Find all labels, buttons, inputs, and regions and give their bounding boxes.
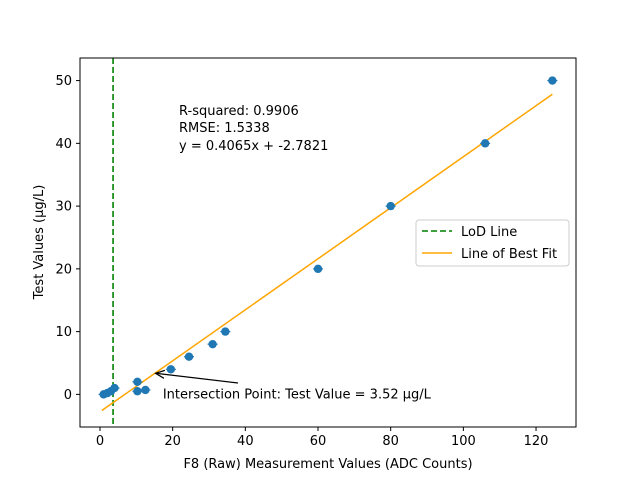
x-axis-label: F8 (Raw) Measurement Values (ADC Counts) (183, 457, 472, 472)
legend-fit-label: Line of Best Fit (461, 247, 557, 262)
x-tick-label: 0 (96, 434, 104, 449)
data-point (133, 387, 142, 396)
y-tick-label: 20 (55, 262, 72, 277)
legend-box (415, 219, 570, 267)
legend: LoD Line Line of Best Fit (415, 219, 570, 267)
best-fit-line (101, 93, 553, 412)
r-squared-text: R-squared: 0.9906 (179, 104, 299, 119)
data-point (141, 385, 150, 395)
x-tick-label: 120 (524, 434, 549, 449)
data-point (184, 352, 194, 361)
y-tick-label: 0 (64, 388, 72, 403)
data-point (480, 139, 490, 148)
y-tick-label: 50 (55, 74, 72, 89)
y-axis-label: Test Values (µg/L) (32, 185, 47, 301)
data-point (313, 264, 323, 274)
x-tick-label: 100 (451, 434, 476, 449)
data-point (386, 201, 395, 211)
rmse-text: RMSE: 1.5338 (179, 121, 270, 136)
x-tick-label: 40 (237, 434, 254, 449)
y-tick-label: 10 (55, 325, 72, 340)
x-tick-label: 80 (382, 434, 399, 449)
data-point (221, 327, 230, 336)
y-tick-label: 30 (55, 200, 72, 215)
equation-text: y = 0.4065x + -2.7821 (179, 139, 328, 154)
intersection-text: Intersection Point: Test Value = 3.52 µg… (163, 387, 432, 402)
data-point (110, 383, 119, 393)
legend-lod-label: LoD Line (461, 225, 517, 240)
x-tick-label: 20 (164, 434, 181, 449)
axes-frame (79, 57, 577, 428)
data-point (208, 339, 217, 349)
intersection-arrow (155, 373, 239, 384)
x-tick-label: 60 (310, 434, 327, 449)
data-point (133, 377, 142, 387)
data-point (548, 76, 557, 85)
y-tick-label: 40 (55, 137, 72, 152)
data-point (166, 365, 176, 374)
